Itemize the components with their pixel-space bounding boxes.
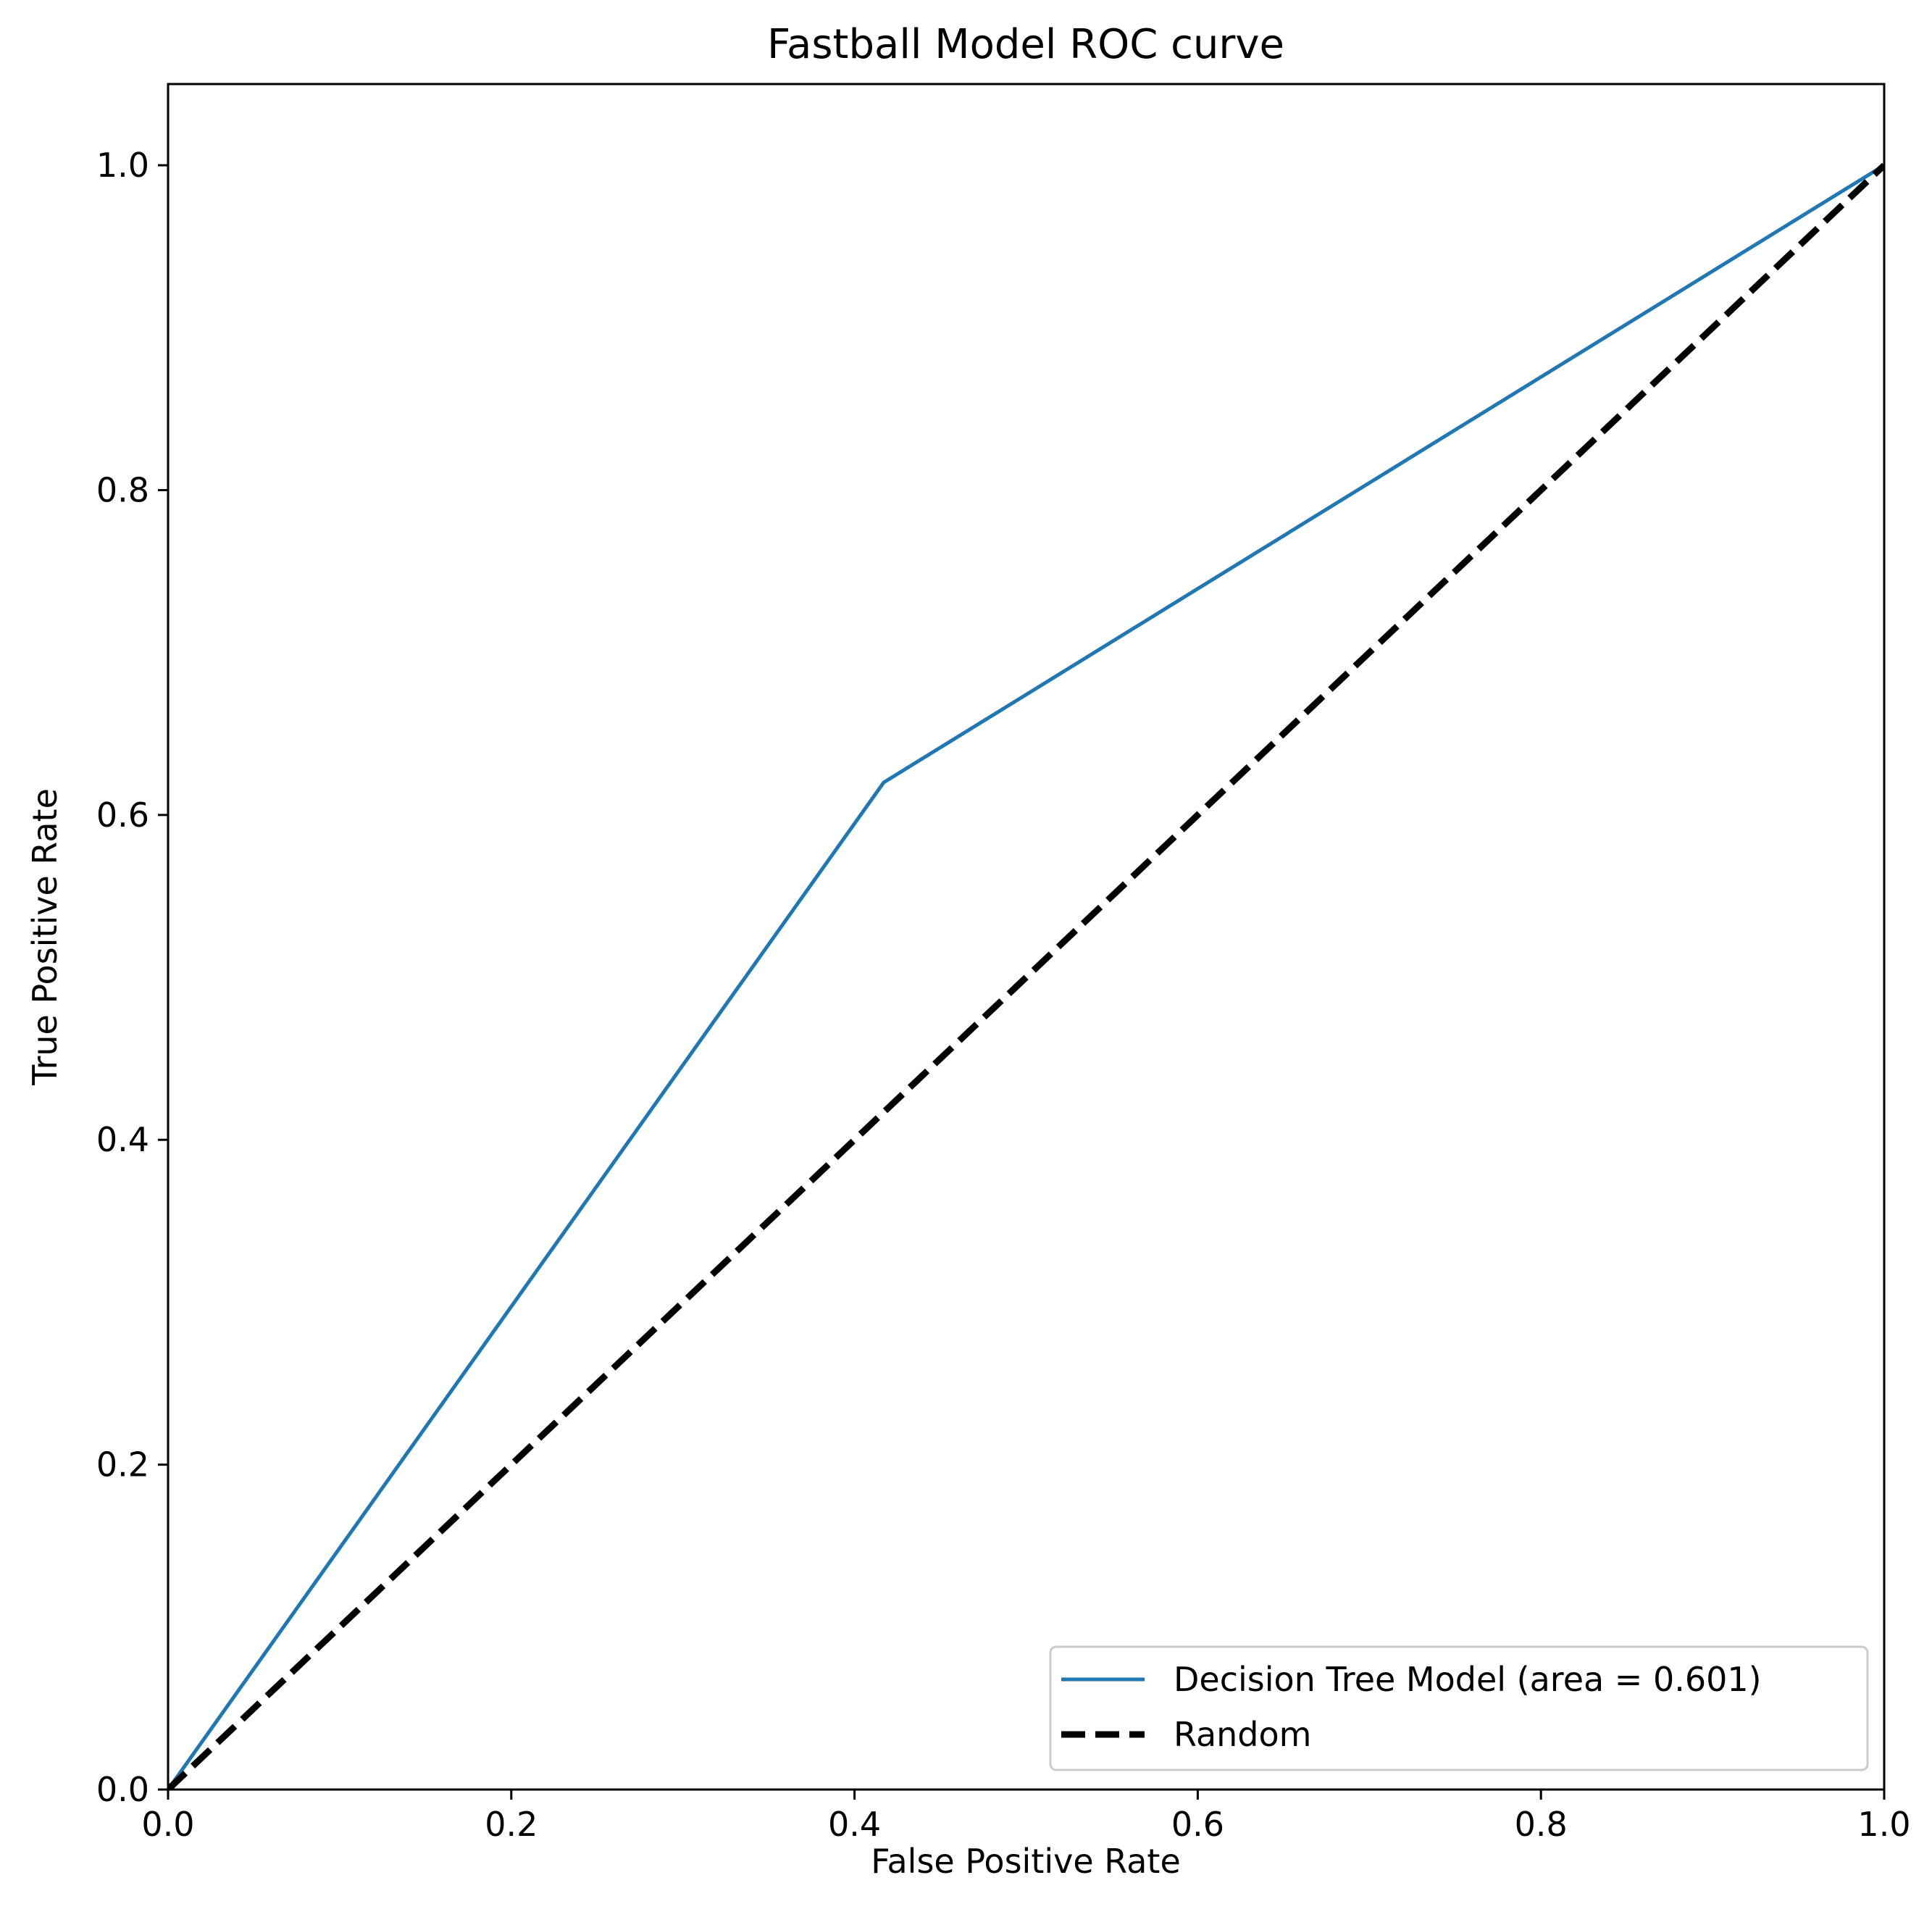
series-layer	[168, 162, 1884, 1790]
chart-title: Fastball Model ROC curve	[767, 21, 1284, 68]
y-axis-ticks: 0.0 0.2 0.4 0.6 0.8 1.0	[96, 146, 168, 1809]
legend-label: Random	[1174, 1715, 1311, 1754]
legend-label: Decision Tree Model (area = 0.601)	[1174, 1660, 1762, 1699]
y-tick-label: 0.6	[96, 796, 149, 835]
y-tick-label: 0.8	[96, 470, 149, 509]
y-tick-label: 0.0	[96, 1770, 149, 1809]
x-tick-label: 0.0	[141, 1805, 194, 1844]
y-tick-label: 0.4	[96, 1120, 149, 1159]
x-tick-label: 0.6	[1171, 1805, 1224, 1844]
y-tick-label: 1.0	[96, 146, 149, 185]
x-axis-label: False Positive Rate	[871, 1842, 1181, 1881]
legend-box	[1049, 1645, 1869, 1771]
x-tick-label: 0.4	[828, 1805, 881, 1844]
x-tick-label: 0.8	[1515, 1805, 1568, 1844]
series-line-decision-tree	[168, 163, 1884, 1790]
x-tick-label: 0.2	[485, 1805, 538, 1844]
plot-frame	[167, 83, 1886, 1791]
y-axis-label: True Positive Rate	[25, 788, 64, 1086]
legend: Decision Tree Model (area = 0.601) Random	[1049, 1645, 1869, 1771]
y-tick-label: 0.2	[96, 1445, 149, 1485]
series-line-random	[168, 162, 1884, 1790]
x-tick-label: 1.0	[1857, 1805, 1910, 1844]
plot-area	[167, 83, 1886, 1791]
legend-items: Decision Tree Model (area = 0.601) Random	[1061, 1660, 1762, 1754]
x-axis-ticks: 0.0 0.2 0.4 0.6 0.8 1.0	[141, 1790, 1911, 1844]
